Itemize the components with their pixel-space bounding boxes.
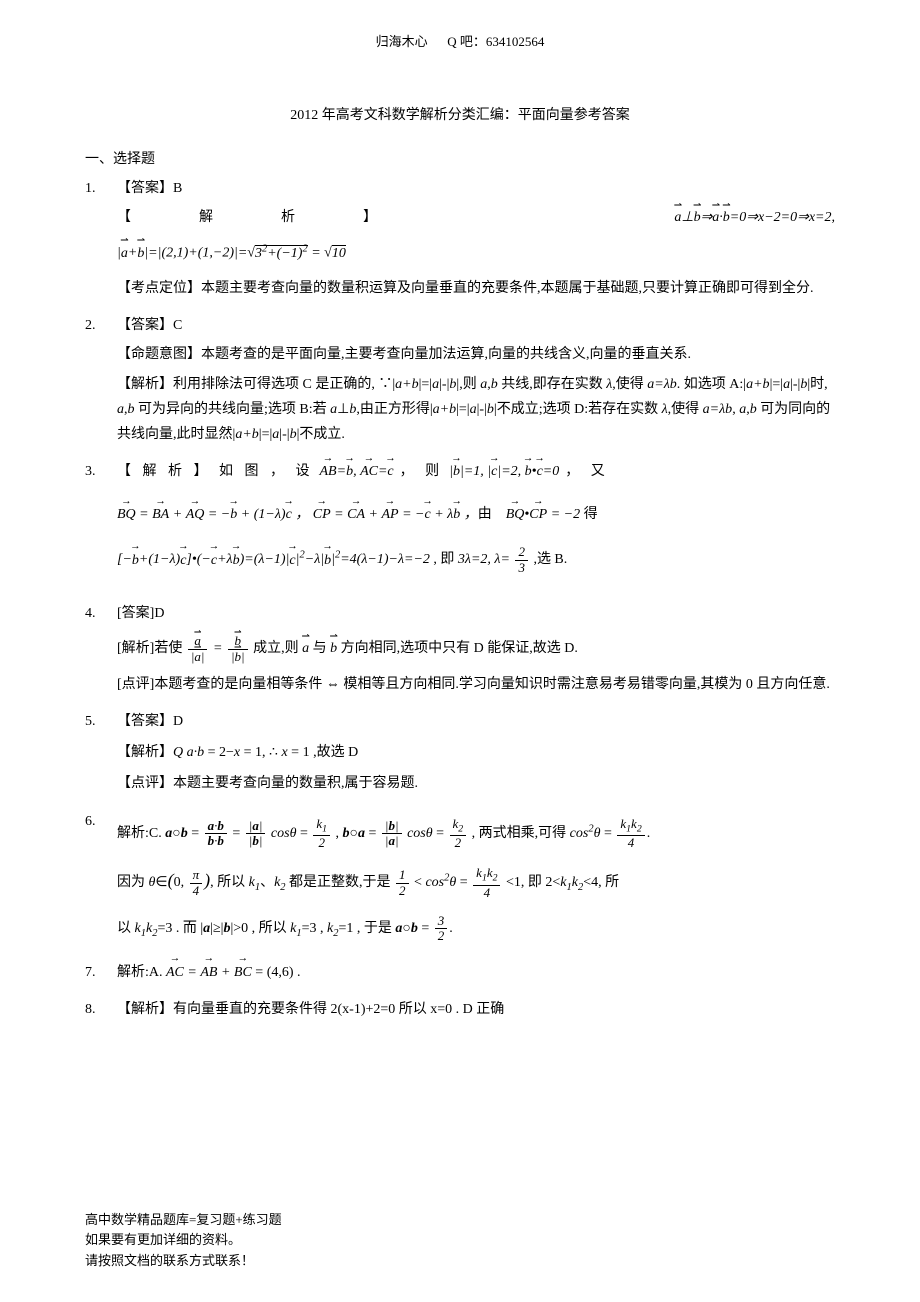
tail: ,选 B. — [533, 553, 567, 568]
parse: 解析:A. AC = AB + BC = (4,6) . — [117, 960, 835, 985]
question-1: 1. 【答案】B 【 解 析 】 a⊥b⇒a·b=0⇒x−2=0⇒x=2, |a… — [85, 176, 835, 305]
text: ， 又 — [565, 459, 609, 484]
answer-label: [答案]D — [117, 601, 835, 626]
answer-label: 【答案】D — [117, 709, 835, 734]
question-8: 8. 【解析】有向量垂直的充要条件得 2(x-1)+2=0 所以 x=0 . D… — [85, 997, 835, 1026]
math-line: [−b+(1−λ)c]•(−c+λb)=(λ−1)|c|2−λ|b|2=4(λ−… — [117, 545, 835, 575]
item-number: 4. — [85, 601, 117, 701]
text: 解析:C. — [117, 826, 165, 841]
page-header: 归海木心 Q 吧：634102564 — [85, 30, 835, 53]
item-body: 【答案】D 【解析】Q a·b = 2−x = 1, ∴ x = 1 ,故选 D… — [117, 709, 835, 801]
item-body: 解析:A. AC = AB + BC = (4,6) . — [117, 960, 835, 989]
bracket-open: 【 — [117, 210, 163, 225]
frac-den: 2 — [435, 929, 448, 943]
intent: 【命题意图】本题考查的是平面向量,主要考查向量加法运算,向量的共线含义,向量的垂… — [117, 342, 835, 367]
item-number: 7. — [85, 960, 117, 989]
text: 成立,则 a 与 b 方向相同,选项中只有 D 能保证,故选 D. — [253, 641, 578, 656]
footer-line-1: 高中数学精品题库=复习题+练习题 — [85, 1210, 282, 1231]
parse: 【解析】Q a·b = 2−x = 1, ∴ x = 1 ,故选 D — [117, 740, 835, 765]
section-heading: 一、选择题 — [85, 147, 835, 172]
text: [解析]若使 — [117, 641, 182, 656]
parse-line-1: 解析:C. a○b = a·bb·b = |a||b| cosθ = k12 ,… — [117, 817, 835, 851]
math-line: |a+b|=|(2,1)+(1,−2)|=√32+(−1)2 = √10 — [117, 240, 835, 266]
keypoint: 【考点定位】本题主要考查向量的数量积运算及向量垂直的充要条件,本题属于基础题,只… — [117, 276, 835, 301]
question-4: 4. [答案]D [解析]若使 a|a| = b|b| 成立,则 a 与 b 方… — [85, 601, 835, 701]
document-page: 归海木心 Q 吧：634102564 2012 年高考文科数学解析分类汇编：平面… — [0, 0, 920, 1302]
item-number: 8. — [85, 997, 117, 1026]
review: 【点评】本题主要考查向量的数量积,属于容易题. — [117, 771, 835, 796]
item-number: 2. — [85, 313, 117, 451]
math-inline: a⊥b⇒a·b=0⇒x−2=0⇒x=2, — [674, 205, 835, 230]
math-inline: AB=b, AC=c — [320, 459, 394, 484]
eq: = — [213, 641, 222, 656]
page-footer: 高中数学精品题库=复习题+练习题 如果要有更加详细的资料。 请按照文档的联系方式… — [85, 1210, 282, 1272]
parse-ch2: 析 — [281, 210, 327, 225]
question-2: 2. 【答案】C 【命题意图】本题考查的是平面向量,主要考查向量加法运算,向量的… — [85, 313, 835, 451]
parse-line-2: 因为 θ∈(0, π4), 所以 k1、k2 都是正整数,于是 12 < cos… — [117, 864, 835, 900]
parse-line: 【 解 析 】 a⊥b⇒a·b=0⇒x−2=0⇒x=2, — [117, 205, 835, 230]
item-body: 【答案】B 【 解 析 】 a⊥b⇒a·b=0⇒x−2=0⇒x=2, |a+b|… — [117, 176, 835, 305]
parse: [解析]若使 a|a| = b|b| 成立,则 a 与 b 方向相同,选项中只有… — [117, 634, 835, 664]
footer-line-2: 如果要有更加详细的资料。 — [85, 1230, 282, 1251]
parse: 【解析】利用排除法可得选项 C 是正确的, ∵|a+b|=|a|-|b|,则 a… — [117, 372, 835, 448]
item-number: 1. — [85, 176, 117, 305]
footer-line-3: 请按照文档的联系方式联系！ — [85, 1251, 282, 1272]
question-7: 7. 解析:A. AC = AB + BC = (4,6) . — [85, 960, 835, 989]
item-number: 6. — [85, 809, 117, 952]
parse-label-spread: 【 解 析 】 如 图 ， 设 — [117, 459, 314, 484]
frac-num: 2 — [515, 545, 528, 560]
frac-den: 3 — [515, 561, 528, 575]
item-body: 解析:C. a○b = a·bb·b = |a||b| cosθ = k12 ,… — [117, 809, 835, 952]
parse: 【解析】有向量垂直的充要条件得 2(x-1)+2=0 所以 x=0 . D 正确 — [117, 997, 835, 1022]
header-author: 归海木心 — [376, 34, 428, 49]
item-body: 【答案】C 【命题意图】本题考查的是平面向量,主要考查向量加法运算,向量的共线含… — [117, 313, 835, 451]
question-3: 3. 【 解 析 】 如 图 ， 设 AB=b, AC=c ， 则 |b|=1,… — [85, 459, 835, 593]
header-contact: Q 吧：634102564 — [447, 34, 544, 49]
question-6: 6. 解析:C. a○b = a·bb·b = |a||b| cosθ = k1… — [85, 809, 835, 952]
parse-line-1: 【 解 析 】 如 图 ， 设 AB=b, AC=c ， 则 |b|=1, |c… — [117, 459, 835, 484]
item-body: 【 解 析 】 如 图 ， 设 AB=b, AC=c ， 则 |b|=1, |c… — [117, 459, 835, 593]
bracket-close: 】 — [363, 210, 377, 225]
item-number: 3. — [85, 459, 117, 593]
item-body: [答案]D [解析]若使 a|a| = b|b| 成立,则 a 与 b 方向相同… — [117, 601, 835, 701]
item-number: 5. — [85, 709, 117, 801]
answer-label: 【答案】C — [117, 313, 835, 338]
document-title: 2012 年高考文科数学解析分类汇编：平面向量参考答案 — [85, 103, 835, 128]
parse-line-3: 以 k1k2=3 . 而 |a|≥|b|>0 , 所以 k1=3 , k2=1 … — [117, 914, 835, 944]
frac-num: 3 — [435, 914, 448, 929]
parse-ch1: 解 — [199, 210, 245, 225]
math-line: BQ = BA + AQ = −b + (1−λ)c ， CP = CA + A… — [117, 502, 835, 527]
parse-label-spread: 【 解 析 】 — [117, 205, 377, 230]
item-body: 【解析】有向量垂直的充要条件得 2(x-1)+2=0 所以 x=0 . D 正确 — [117, 997, 835, 1026]
question-5: 5. 【答案】D 【解析】Q a·b = 2−x = 1, ∴ x = 1 ,故… — [85, 709, 835, 801]
review: [点评]本题考查的是向量相等条件 ⇔ 模相等且方向相同.学习向量知识时需注意易考… — [117, 672, 835, 697]
math-inline: |b|=1, |c|=2, b•c=0 — [449, 459, 559, 484]
text: ， 则 — [400, 459, 444, 484]
